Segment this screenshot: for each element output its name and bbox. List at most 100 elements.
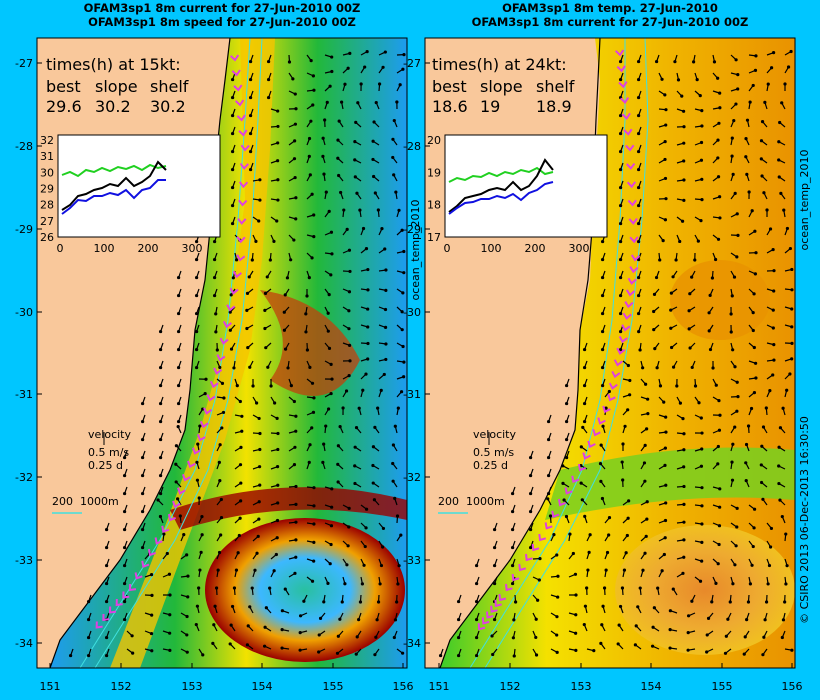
velocity-arrowhead [618, 113, 623, 118]
velocity-arrowhead [510, 509, 515, 514]
velocity-arrowhead [312, 486, 316, 490]
velocity-arrowhead [353, 175, 357, 179]
velocity-arrowhead [276, 501, 280, 505]
route-chevron [239, 162, 249, 170]
velocity-arrowhead [186, 595, 190, 599]
velocity-arrowhead [176, 401, 181, 406]
velocity-arrowhead [219, 533, 223, 537]
velocity-arrowhead [324, 190, 328, 194]
velocity-arrowhead [564, 401, 569, 406]
velocity-arrowhead [328, 562, 332, 566]
route-chevron [622, 312, 632, 320]
velocity-arrowhead [652, 328, 656, 332]
velocity-arrowhead [326, 581, 330, 585]
velocity-arrowhead [336, 444, 340, 448]
velocity-arrowhead [618, 347, 623, 352]
velocity-arrowhead [636, 95, 641, 100]
velocity-arrowhead [663, 446, 667, 450]
velocity-arrowhead [398, 83, 402, 87]
velocity-arrowhead [293, 122, 298, 126]
velocity-arrowhead [312, 235, 316, 239]
velocity-arrowhead [682, 538, 686, 542]
inset-xtick-label: 300 [182, 242, 203, 255]
velocity-arrowhead [204, 377, 208, 381]
velocity-arrowhead [618, 77, 623, 82]
route-chevron [571, 475, 580, 484]
velocity-arrowhead [149, 573, 154, 577]
route-chevron [518, 563, 527, 572]
velocity-arrowhead [257, 517, 261, 521]
inset-ytick-label: 31 [40, 150, 54, 163]
velocity-arrowhead [668, 646, 672, 650]
velocity-arrowhead [176, 275, 181, 280]
velocity-arrowhead [742, 652, 746, 656]
velocity-arrowhead [623, 424, 627, 428]
velocity-arrowhead [294, 217, 298, 221]
velocity-arrowhead [327, 407, 331, 411]
route-chevron [621, 324, 631, 332]
velocity-arrowhead [618, 239, 623, 244]
velocity-arrowhead [248, 113, 253, 118]
velocity-arrowhead [622, 568, 627, 572]
velocity-arrowhead [158, 491, 163, 496]
velocity-arrowhead [294, 555, 298, 559]
velocity-arrowhead [607, 533, 611, 537]
velocity-arrowhead [276, 159, 280, 163]
velocity-arrowhead [627, 499, 631, 503]
left-eddy-north [260, 290, 360, 396]
velocity-arrowhead [140, 455, 145, 460]
velocity-arrowhead [185, 633, 189, 637]
velocity-arrowhead [380, 227, 384, 231]
velocity-arrowhead [717, 121, 721, 125]
velocity-arrowhead [600, 623, 604, 627]
lon-tick-label-left: 154 [252, 680, 273, 693]
route-chevron [511, 573, 520, 582]
velocity-arrowhead [580, 498, 584, 502]
velocity-arrowhead [491, 652, 495, 657]
velocity-arrowhead [353, 445, 357, 449]
route-chevron [236, 254, 246, 262]
velocity-arrowhead [326, 311, 330, 315]
velocity-arrowhead [158, 365, 163, 370]
velocity-arrowhead [399, 533, 403, 537]
velocity-arrowhead [158, 401, 163, 406]
velocity-arrowhead [548, 514, 553, 518]
velocity-arrowhead [347, 327, 351, 331]
velocity-arrowhead [294, 520, 298, 524]
velocity-arrowhead [600, 329, 605, 334]
velocity-arrowhead [556, 574, 560, 578]
velocity-arrowhead [212, 623, 216, 627]
velocity-arrowhead [104, 653, 109, 658]
velocity-arrowhead [246, 624, 250, 628]
velocity-arrowhead [379, 563, 384, 568]
velocity-arrowhead [587, 550, 591, 554]
lat-tick-label-right: -27 [403, 57, 421, 70]
route-chevron [626, 162, 636, 170]
route-chevron [209, 380, 219, 389]
velocity-arrowhead [582, 347, 587, 352]
velocity-arrowhead [338, 425, 342, 429]
route-chevron [625, 144, 635, 152]
route-chevron [134, 572, 143, 580]
velocity-arrowhead [731, 582, 735, 586]
route-chevron [623, 128, 633, 136]
velocity-arrowhead [664, 197, 668, 201]
velocity-arrowhead [745, 172, 749, 176]
velocity-arrowhead [396, 406, 400, 410]
velocity-arrowhead [213, 604, 217, 608]
velocity-arrowhead [194, 311, 199, 316]
velocity-arrowhead [534, 635, 538, 640]
route-chevron [592, 428, 601, 437]
velocity-arrowhead [618, 604, 623, 609]
velocity-arrowhead [122, 491, 127, 496]
route-chevron [597, 417, 606, 425]
velocity-arrowhead [329, 391, 333, 396]
velocity-arrowhead [784, 532, 788, 536]
velocity-arrowhead [194, 329, 199, 334]
velocity-arrowhead [307, 275, 311, 280]
velocity-arrowhead [680, 94, 684, 98]
route-chevron [621, 112, 631, 120]
velocity-arrowhead [716, 175, 721, 179]
route-chevron [141, 560, 150, 569]
velocity-arrowhead [716, 237, 721, 241]
